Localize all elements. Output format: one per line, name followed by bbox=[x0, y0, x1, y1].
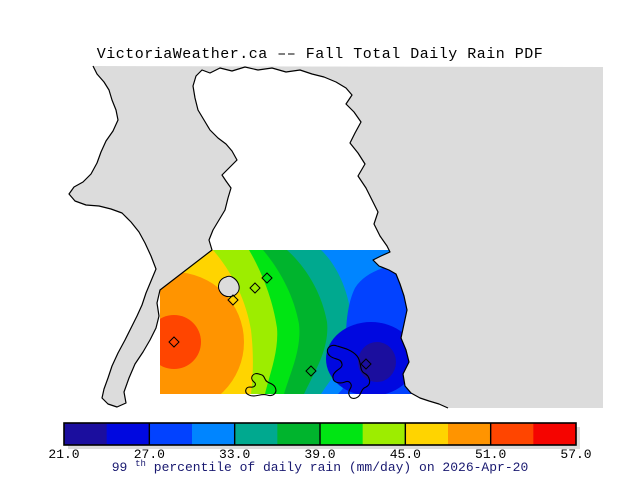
station-marker bbox=[360, 358, 372, 370]
station-marker bbox=[261, 272, 273, 284]
colorbar-segment bbox=[234, 423, 278, 445]
colorbar-segment bbox=[490, 423, 534, 445]
colorbar-segment bbox=[320, 423, 364, 445]
station-marker bbox=[227, 294, 239, 306]
station-marker bbox=[168, 336, 180, 348]
caption-superscript: th bbox=[135, 459, 146, 469]
rain-contour-field bbox=[160, 250, 416, 394]
colorbar-caption: 99 th percentile of daily rain (mm/day) … bbox=[112, 455, 529, 475]
colorbar-border bbox=[63, 422, 577, 446]
station-marker bbox=[249, 282, 261, 294]
colorbar-tick-label: 21.0 bbox=[48, 447, 79, 462]
colorbar-segment bbox=[277, 423, 321, 445]
band-21-24 bbox=[358, 342, 396, 382]
lake-outline bbox=[245, 373, 277, 397]
colorbar-segment bbox=[362, 423, 406, 445]
colorbar-segment bbox=[106, 423, 150, 445]
colorbar: 21.0 27.0 33.0 39.0 45.0 51.0 57.0 bbox=[48, 422, 592, 462]
colorbar-tick-label: 27.0 bbox=[134, 447, 165, 462]
water-esquimalt-harbour bbox=[218, 275, 240, 298]
band-51-54 bbox=[160, 315, 201, 369]
harbour-outline bbox=[326, 344, 371, 399]
colorbar-tick-label: 45.0 bbox=[390, 447, 421, 462]
caption-text: percentile of daily rain (mm/day) on 202… bbox=[154, 460, 528, 475]
colorbar-tick-label: 39.0 bbox=[304, 447, 335, 462]
colorbar-tick-label: 51.0 bbox=[475, 447, 506, 462]
caption-value: 99 bbox=[112, 460, 128, 475]
station-markers bbox=[168, 272, 372, 377]
colorbar-segment bbox=[192, 423, 236, 445]
colorbar-tick-label: 33.0 bbox=[219, 447, 250, 462]
water-body bbox=[69, 66, 603, 408]
colorbar-segment bbox=[64, 423, 108, 445]
chart-title: VictoriaWeather.ca –– Fall Total Daily R… bbox=[97, 46, 544, 63]
colorbar-segment bbox=[533, 423, 577, 445]
colorbar-segment bbox=[149, 423, 193, 445]
colorbar-segment bbox=[448, 423, 492, 445]
coastline bbox=[68, 65, 449, 409]
colorbar-segment bbox=[405, 423, 449, 445]
station-marker bbox=[305, 365, 317, 377]
colorbar-tick-label: 57.0 bbox=[560, 447, 591, 462]
